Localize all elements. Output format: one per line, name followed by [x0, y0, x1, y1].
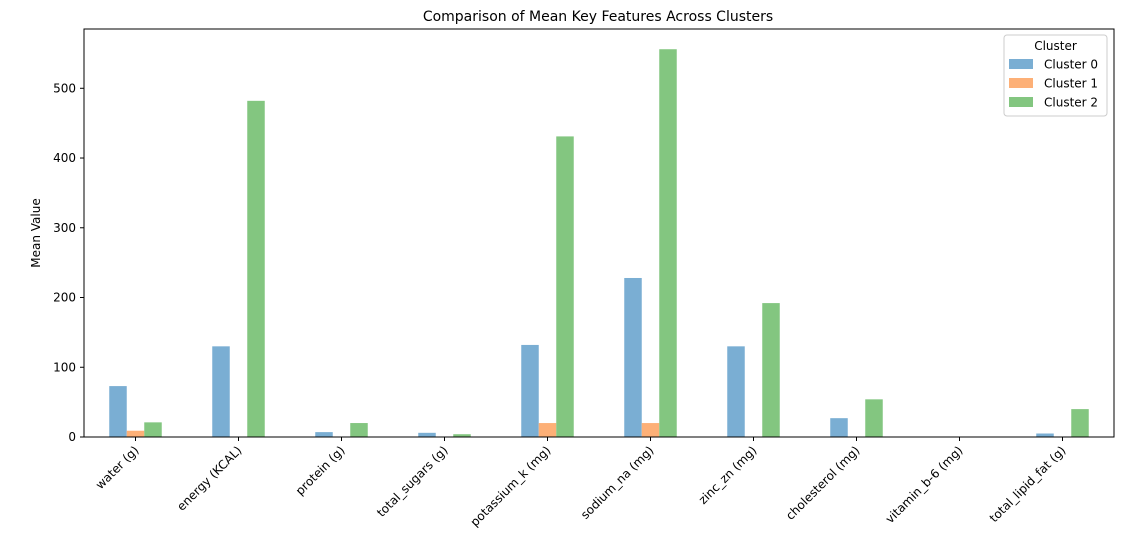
bar-1-5	[641, 423, 660, 437]
bar-2-9	[1071, 409, 1089, 437]
bar-2-4	[556, 136, 574, 437]
bar-0-0	[109, 386, 127, 437]
y-tick-label: 200	[53, 291, 76, 305]
x-tick-label: total_lipid_fat (g)	[987, 443, 1069, 525]
x-tick-label: vitamin_b-6 (mg)	[883, 443, 966, 526]
bar-2-3	[453, 434, 471, 437]
bar-0-5	[624, 277, 642, 437]
plot-frame	[83, 28, 1115, 438]
legend-swatch-2	[1009, 97, 1033, 107]
bar-2-0	[144, 422, 162, 437]
legend-swatch-1	[1009, 78, 1033, 88]
y-axis-label: Mean Value	[29, 198, 43, 267]
x-tick-label: water (g)	[93, 443, 142, 492]
y-tick-label: 300	[53, 221, 76, 235]
legend-label-0: Cluster 0	[1044, 58, 1098, 72]
legend-box	[1003, 34, 1108, 117]
bars	[109, 49, 1089, 437]
y-tick-label: 500	[53, 81, 76, 95]
legend-swatch-0	[1009, 59, 1033, 69]
y-tick-label: 400	[53, 151, 76, 165]
x-tick-label: energy (KCAL)	[174, 443, 244, 513]
legend-label-1: Cluster 1	[1044, 77, 1098, 91]
x-tick-label: protein (g)	[293, 443, 348, 498]
bar-1-4	[538, 423, 557, 437]
bar-0-6	[727, 346, 745, 437]
legend-label-2: Cluster 2	[1044, 96, 1098, 110]
y-tick-label: 100	[53, 360, 76, 374]
bar-2-7	[865, 399, 883, 437]
bar-1-0	[126, 430, 145, 437]
x-tick-label: potassium_k (mg)	[468, 443, 554, 529]
bar-0-1	[212, 346, 230, 437]
x-tick-label: total_sugars (g)	[374, 443, 451, 520]
x-tick-label: sodium_na (mg)	[578, 443, 657, 522]
x-tick-label: zinc_zn (mg)	[696, 443, 760, 507]
chart-title: Comparison of Mean Key Features Across C…	[423, 9, 773, 25]
y-tick-label: 0	[68, 430, 76, 444]
bar-2-5	[659, 49, 677, 437]
bar-0-4	[521, 344, 539, 437]
bar-0-2	[315, 432, 333, 437]
bar-2-6	[762, 303, 780, 437]
bar-0-3	[418, 432, 436, 437]
bar-2-2	[350, 423, 368, 437]
x-tick-label: cholesterol (mg)	[783, 443, 863, 523]
bar-0-9	[1036, 433, 1054, 437]
legend: Cluster Cluster 0 Cluster 1 Cluster 2	[1003, 34, 1108, 117]
bar-0-7	[830, 418, 848, 437]
legend-title: Cluster	[1034, 39, 1077, 53]
bar-2-1	[247, 100, 265, 437]
